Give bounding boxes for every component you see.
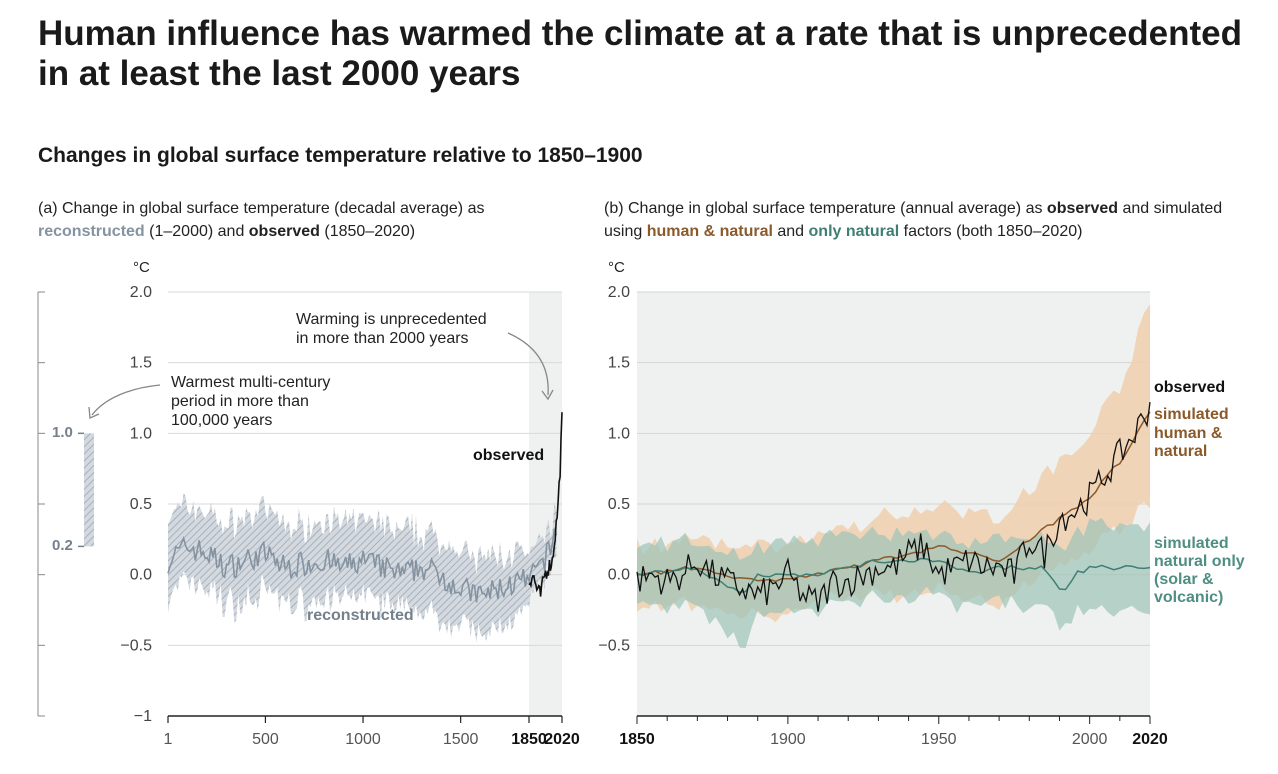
panel-b-caption: (b) Change in global surface temperature… <box>604 197 1244 243</box>
panel-a-ytick-label: 0.5 <box>130 496 152 513</box>
panel-b-label-natural-3: (solar & <box>1154 571 1214 588</box>
panel-b-observed-line <box>636 402 1151 612</box>
warmest-range-bottom-label: 0.2 <box>52 537 73 554</box>
panel-b-ytick-label: 0.5 <box>608 496 630 513</box>
panel-b-ytick-label: 1.0 <box>608 425 630 442</box>
panel-a-xtick-label: 1850 <box>511 731 547 748</box>
annotation-warmest-line-3: 100,000 years <box>171 412 272 429</box>
panel-b-unit: °C <box>608 259 625 276</box>
panel-a-ytick-label: 2.0 <box>130 284 152 301</box>
panel-b-xtick-label: 1950 <box>921 731 957 748</box>
panel-a-xtick-label: 500 <box>252 731 279 748</box>
panel-a-xtick-label: 2020 <box>544 731 580 748</box>
panel-b-label-observed: observed <box>1154 379 1225 396</box>
panel-b-xtick-label: 1850 <box>619 731 655 748</box>
panel-b-xtick-label: 1900 <box>770 731 806 748</box>
reconstructed-series-line <box>167 528 558 603</box>
panel-b-label-human-1: simulated <box>1154 406 1229 423</box>
panel-b-caption-observed: observed <box>1046 200 1119 217</box>
panel-a-ytick-label: 0.0 <box>130 567 152 584</box>
reconstructed-uncertainty-band <box>168 492 557 642</box>
panel-b-ytick-label: −0.5 <box>598 637 630 654</box>
panel-a-caption-prefix: (a) Change in global surface temperature… <box>38 200 485 217</box>
annotation-warming-line-2: in more than 2000 years <box>296 330 469 347</box>
annotation-warmest-line-2: period in more than <box>171 393 309 410</box>
warmest-period-range-bar <box>84 433 94 547</box>
annotation-warmest-arrow <box>91 384 161 416</box>
panel-b-caption-prefix: (b) Change in global surface temperature… <box>604 200 1047 217</box>
panel-b-caption-human: human & natural <box>646 223 773 240</box>
panel-b-label-human-3: natural <box>1154 443 1207 460</box>
panel-b-label-natural-2: natural only <box>1154 553 1245 570</box>
panel-b-xtick-label: 2020 <box>1132 731 1168 748</box>
panel-b-caption-natural: only natural <box>808 223 900 240</box>
panel-a-chart: 2.01.51.00.50.0−0.5−11 500 1000 1500 1850202… <box>37 284 580 748</box>
annotation-warmest-line-1: Warmest multi-century <box>171 374 330 391</box>
panel-b-label-human-2: human & <box>1154 425 1223 442</box>
panel-a-caption: (a) Change in global surface temperature… <box>38 197 538 243</box>
panel-a-observed-line <box>528 412 563 597</box>
warmest-range-top-label: 1.0 <box>52 424 73 441</box>
annotation-warming-line-1: Warming is unprecedented <box>296 311 487 328</box>
panel-a-caption-observed: observed <box>248 223 320 240</box>
human-natural-series-line <box>636 411 1151 583</box>
panel-b-xtick-label: 2000 <box>1072 731 1108 748</box>
natural-only-uncertainty-band <box>637 517 1150 649</box>
panel-a-ytick-label: 1.5 <box>130 355 152 372</box>
page-title: Human influence has warmed the climate a… <box>38 14 1242 93</box>
panel-a-caption-reconstructed: reconstructed <box>38 223 145 240</box>
panel-b-label-natural-4: volcanic) <box>1154 589 1223 606</box>
annotation-warming-arrow <box>507 332 549 396</box>
panel-b-ytick-label: 1.5 <box>608 355 630 372</box>
panel-b-chart: 2.0 1.5 1.0 0.5 0.0 −0.5 1850 1900 1950 2000 2020 <box>598 284 1167 748</box>
annotation-warming-arrowhead <box>541 389 554 401</box>
panel-b-caption-suffix: factors (both 1850–2020) <box>899 223 1083 240</box>
chart-subtitle: Changes in global surface temperature re… <box>38 144 643 167</box>
panel-b-caption-line2: and simulated using <box>604 200 1223 240</box>
panel-b-ytick-label: 2.0 <box>608 284 630 301</box>
panel-a-ytick-label: 1.0 <box>130 425 152 442</box>
panel-a-xtick-label: 1 <box>164 731 173 748</box>
panel-a-ytick-label: −1 <box>134 708 152 725</box>
panel-a-label-observed: observed <box>473 447 544 464</box>
panel-a-unit: °C <box>133 259 150 276</box>
panel-a-label-reconstructed: reconstructed <box>307 607 414 624</box>
panel-a-ytick-label: −0.5 <box>120 637 152 654</box>
panel-b-ytick-label: 0.0 <box>608 567 630 584</box>
panel-b-label-natural-1: simulated <box>1154 535 1229 552</box>
panel-a-xtick-label: 1000 <box>345 731 381 748</box>
panel-a-caption-middle: (1–2000) and <box>144 223 249 240</box>
panel-a-caption-suffix: (1850–2020) <box>319 223 416 240</box>
panel-b-caption-and: and <box>772 223 809 240</box>
panel-a-xtick-label: 1500 <box>443 731 479 748</box>
annotation-warmest-arrowhead <box>88 406 100 419</box>
